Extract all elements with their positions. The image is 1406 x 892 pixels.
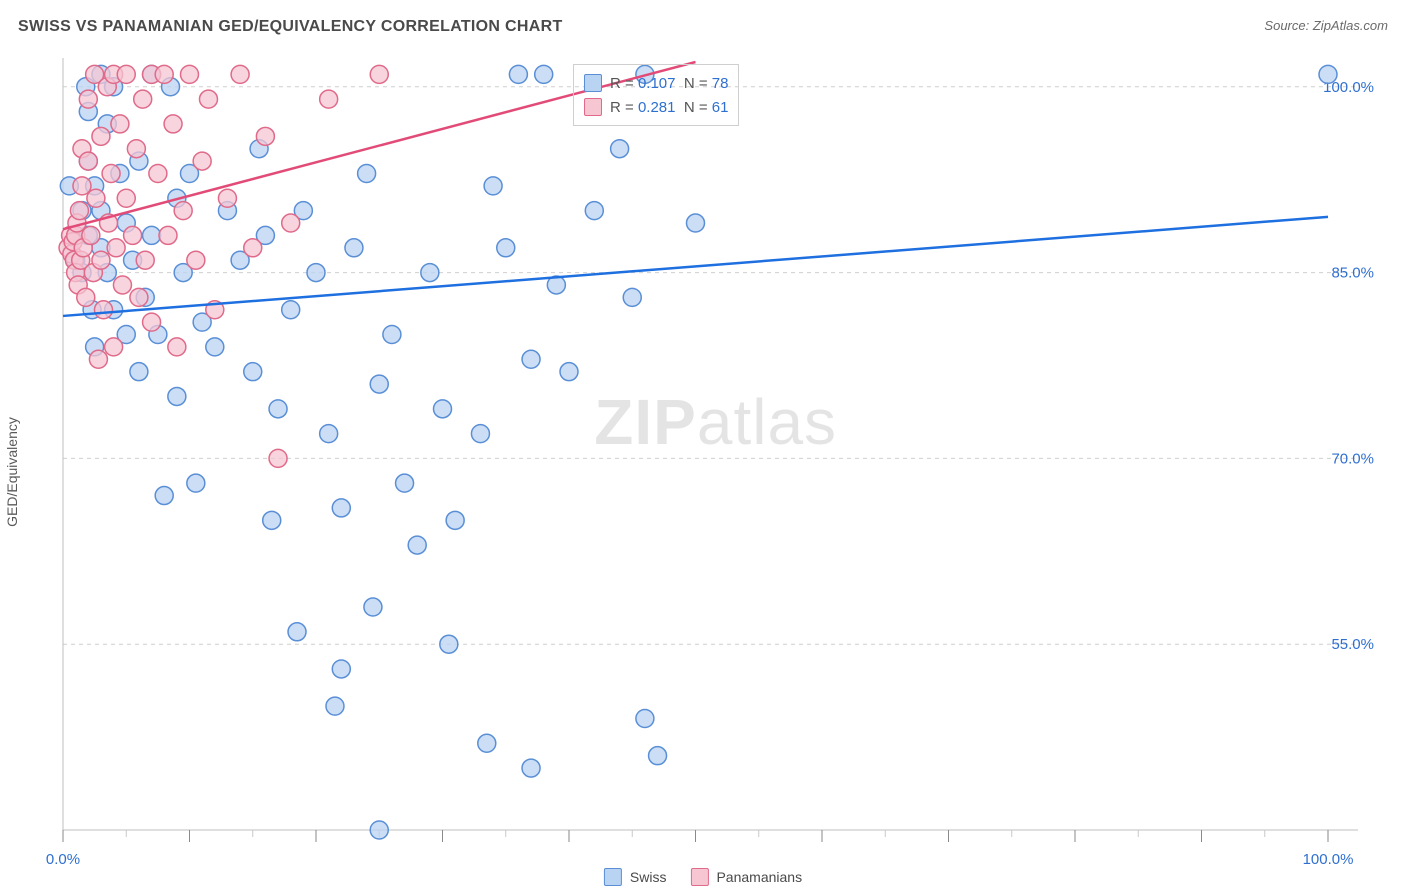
- chart-title: SWISS VS PANAMANIAN GED/EQUIVALENCY CORR…: [18, 18, 563, 35]
- svg-text:85.0%: 85.0%: [1331, 265, 1374, 282]
- source-value: ZipAtlas.com: [1313, 18, 1388, 33]
- chart-container: GED/Equivalency 55.0%70.0%85.0%100.0%0.0…: [18, 52, 1388, 892]
- stats-text: R = 0.281 N = 61: [610, 99, 728, 116]
- svg-text:55.0%: 55.0%: [1331, 636, 1374, 653]
- source-attribution: Source: ZipAtlas.com: [1264, 18, 1388, 33]
- scatter-chart: 55.0%70.0%85.0%100.0%0.0%100.0%: [18, 52, 1388, 872]
- correlation-stats-box: R = 0.107 N = 78 R = 0.281 N = 61: [573, 64, 739, 126]
- legend-bottom: Swiss Panamanians: [604, 868, 802, 886]
- y-axis-label: GED/Equivalency: [4, 417, 20, 527]
- legend-label: Panamanians: [716, 869, 802, 885]
- legend-label: Swiss: [630, 869, 667, 885]
- svg-text:100.0%: 100.0%: [1303, 851, 1354, 868]
- legend-item: Panamanians: [690, 868, 802, 886]
- svg-text:0.0%: 0.0%: [46, 851, 80, 868]
- legend-swatch: [690, 868, 708, 886]
- legend-swatch: [604, 868, 622, 886]
- stats-text: R = 0.107 N = 78: [610, 75, 728, 92]
- series-swatch: [584, 74, 602, 92]
- stats-row: R = 0.281 N = 61: [584, 95, 728, 119]
- legend-item: Swiss: [604, 868, 667, 886]
- stats-row: R = 0.107 N = 78: [584, 71, 728, 95]
- source-label: Source:: [1264, 18, 1309, 33]
- svg-text:70.0%: 70.0%: [1331, 450, 1374, 467]
- series-swatch: [584, 98, 602, 116]
